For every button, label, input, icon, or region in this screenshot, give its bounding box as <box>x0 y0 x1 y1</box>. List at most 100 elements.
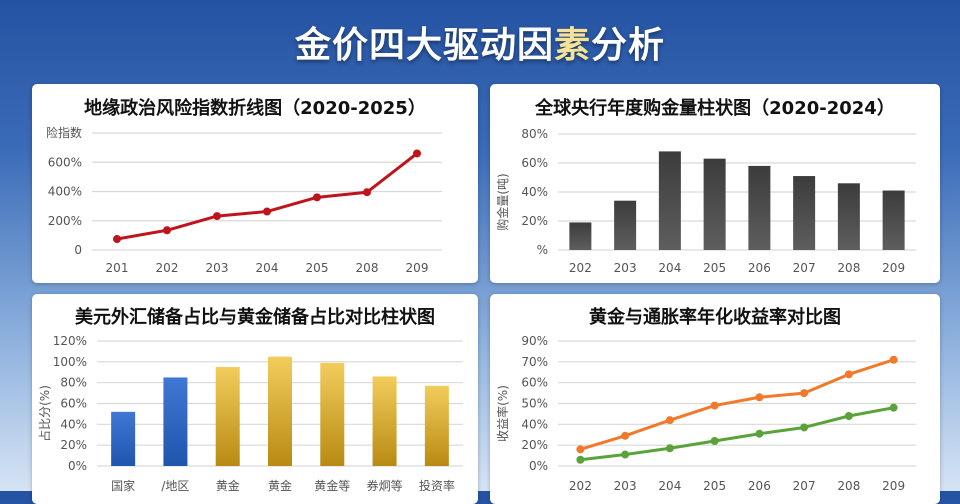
x-tick-label: 206 <box>748 479 771 493</box>
x-tick-label: 黄金 <box>268 478 292 493</box>
y-tick-label: 40% <box>521 417 548 431</box>
x-tick-label: 204 <box>256 261 279 275</box>
x-tick-label: 黄金 <box>216 478 240 493</box>
data-point <box>413 149 421 158</box>
x-tick-label: 201 <box>106 261 129 275</box>
x-tick-label: 207 <box>793 261 816 275</box>
y-tick-label: 70% <box>521 355 548 369</box>
x-tick-label: 国家 <box>111 478 135 493</box>
chart-title: 黄金与通胀率年化收益率对比图 <box>589 307 841 328</box>
bar <box>372 376 397 466</box>
y-axis-label: 收益率(%) <box>495 385 510 442</box>
geopolitical-risk-line-chart: 地缘政治风险指数折线图（2020-2025） 0 200% 400% 600% 险指数 2… <box>32 84 478 283</box>
usd-vs-gold-reserve-bar-chart: 美元外汇储备占比与黄金储备占比对比柱状图 0% 20% 40% 60% 80% 100% 1… <box>32 294 478 504</box>
y-tick-label: 60% <box>521 376 548 390</box>
y-tick-label: 120% <box>53 334 87 348</box>
data-point <box>113 235 121 244</box>
title-highlight: 素 <box>553 25 591 66</box>
bar <box>320 362 345 466</box>
chart-title: 美元外汇储备占比与黄金储备占比对比柱状图 <box>75 307 435 328</box>
bar <box>793 176 816 250</box>
x-tick-label: 204 <box>658 261 681 275</box>
x-tick-label: 202 <box>569 479 592 493</box>
x-tick-label: 黄金等 <box>314 478 350 493</box>
data-point <box>800 389 809 398</box>
data-point <box>621 431 630 440</box>
data-point <box>710 401 719 410</box>
data-point <box>755 393 764 402</box>
y-axis-label: 购金量(吨) <box>495 173 510 230</box>
y-tick-label: 90% <box>521 334 548 348</box>
y-tick-label: 60% <box>60 397 87 411</box>
x-tick-label: 209 <box>406 261 429 275</box>
x-tick-label: 203 <box>614 479 637 493</box>
data-point <box>889 403 898 412</box>
data-point <box>576 445 585 454</box>
bar <box>703 158 726 250</box>
data-point <box>621 450 630 459</box>
x-tick-label: 投资率 <box>419 478 455 493</box>
y-tick-label: 20% <box>521 214 548 228</box>
data-point <box>576 455 585 464</box>
page-title: 金价四大驱动因素分析 <box>0 16 960 68</box>
bar <box>569 222 592 250</box>
data-point <box>313 193 321 202</box>
data-point <box>163 226 171 235</box>
bar <box>748 165 771 250</box>
chart-svg: 0% 20% 40% 60% 80% 100% 120% 占比分(%) 国家/地区 黄金 黄金 黄金等… <box>37 334 463 493</box>
bar <box>215 367 240 466</box>
data-point <box>844 412 853 420</box>
y-tick-label: 200% <box>48 214 82 228</box>
y-tick-label: 0% <box>68 459 87 473</box>
y-tick-label: 40% <box>60 417 87 431</box>
bar <box>424 385 449 466</box>
x-tick-label: 209 <box>882 261 905 275</box>
data-point <box>755 429 764 438</box>
x-tick-label: 券炯等 <box>367 478 403 493</box>
data-point <box>363 188 371 197</box>
series-line <box>116 152 418 241</box>
data-point <box>213 212 221 221</box>
y-tick-label: 400% <box>48 185 82 199</box>
data-point <box>800 423 809 432</box>
x-tick-label: 202 <box>156 261 179 275</box>
y-tick-label: 60% <box>521 156 548 170</box>
data-point <box>889 355 898 364</box>
gold-vs-inflation-line-chart: 黄金与通胀率年化收益率对比图 0% 20% 40% 50% 60% 70% 90% 收益率(%… <box>490 294 940 504</box>
series-line <box>580 406 894 462</box>
x-tick-label: 203 <box>206 261 229 275</box>
x-tick-label: 206 <box>748 261 771 275</box>
y-tick-label: 600% <box>48 155 82 169</box>
y-tick-label: 40% <box>521 185 548 199</box>
y-tick-label: 80% <box>521 127 548 141</box>
y-tick-label: 20% <box>60 438 87 452</box>
series-line <box>579 358 895 451</box>
chart-svg: 0% 20% 40% 50% 60% 70% 90% 收益率(%) 202 203 204 205 20… <box>495 334 916 493</box>
title-text-end: 分析 <box>591 25 666 66</box>
x-tick-label: 205 <box>703 479 726 493</box>
bar <box>111 411 136 466</box>
chart-svg: 0 200% 400% 600% 险指数 201 202 203 204 205 208 209 <box>46 125 442 275</box>
y-tick-label: % <box>537 243 548 257</box>
data-point <box>844 370 853 379</box>
data-point <box>665 416 674 425</box>
y-axis-label: 占比分(%) <box>37 385 52 442</box>
y-tick-label: 20% <box>521 438 548 452</box>
y-tick-label: 100% <box>53 355 87 369</box>
y-axis-label: 险指数 <box>46 125 82 140</box>
bar <box>658 151 681 250</box>
x-tick-label: 205 <box>703 261 726 275</box>
x-tick-label: 208 <box>356 261 379 275</box>
chart-title: 全球央行年度购金量柱状图（2020-2024） <box>535 98 895 119</box>
x-tick-label: 208 <box>837 261 860 275</box>
bar <box>614 200 637 250</box>
central-bank-gold-bar-chart: 全球央行年度购金量柱状图（2020-2024） % 20% 40% 60% 80% 购金量… <box>490 84 940 283</box>
x-tick-label: 204 <box>658 479 681 493</box>
x-tick-label: 203 <box>614 261 637 275</box>
x-tick-label: 208 <box>837 479 860 493</box>
chart-title: 地缘政治风险指数折线图（2020-2025） <box>84 98 426 119</box>
y-tick-label: 0 <box>74 243 82 257</box>
bar <box>882 190 905 250</box>
bar <box>163 377 188 466</box>
data-point <box>665 444 674 453</box>
